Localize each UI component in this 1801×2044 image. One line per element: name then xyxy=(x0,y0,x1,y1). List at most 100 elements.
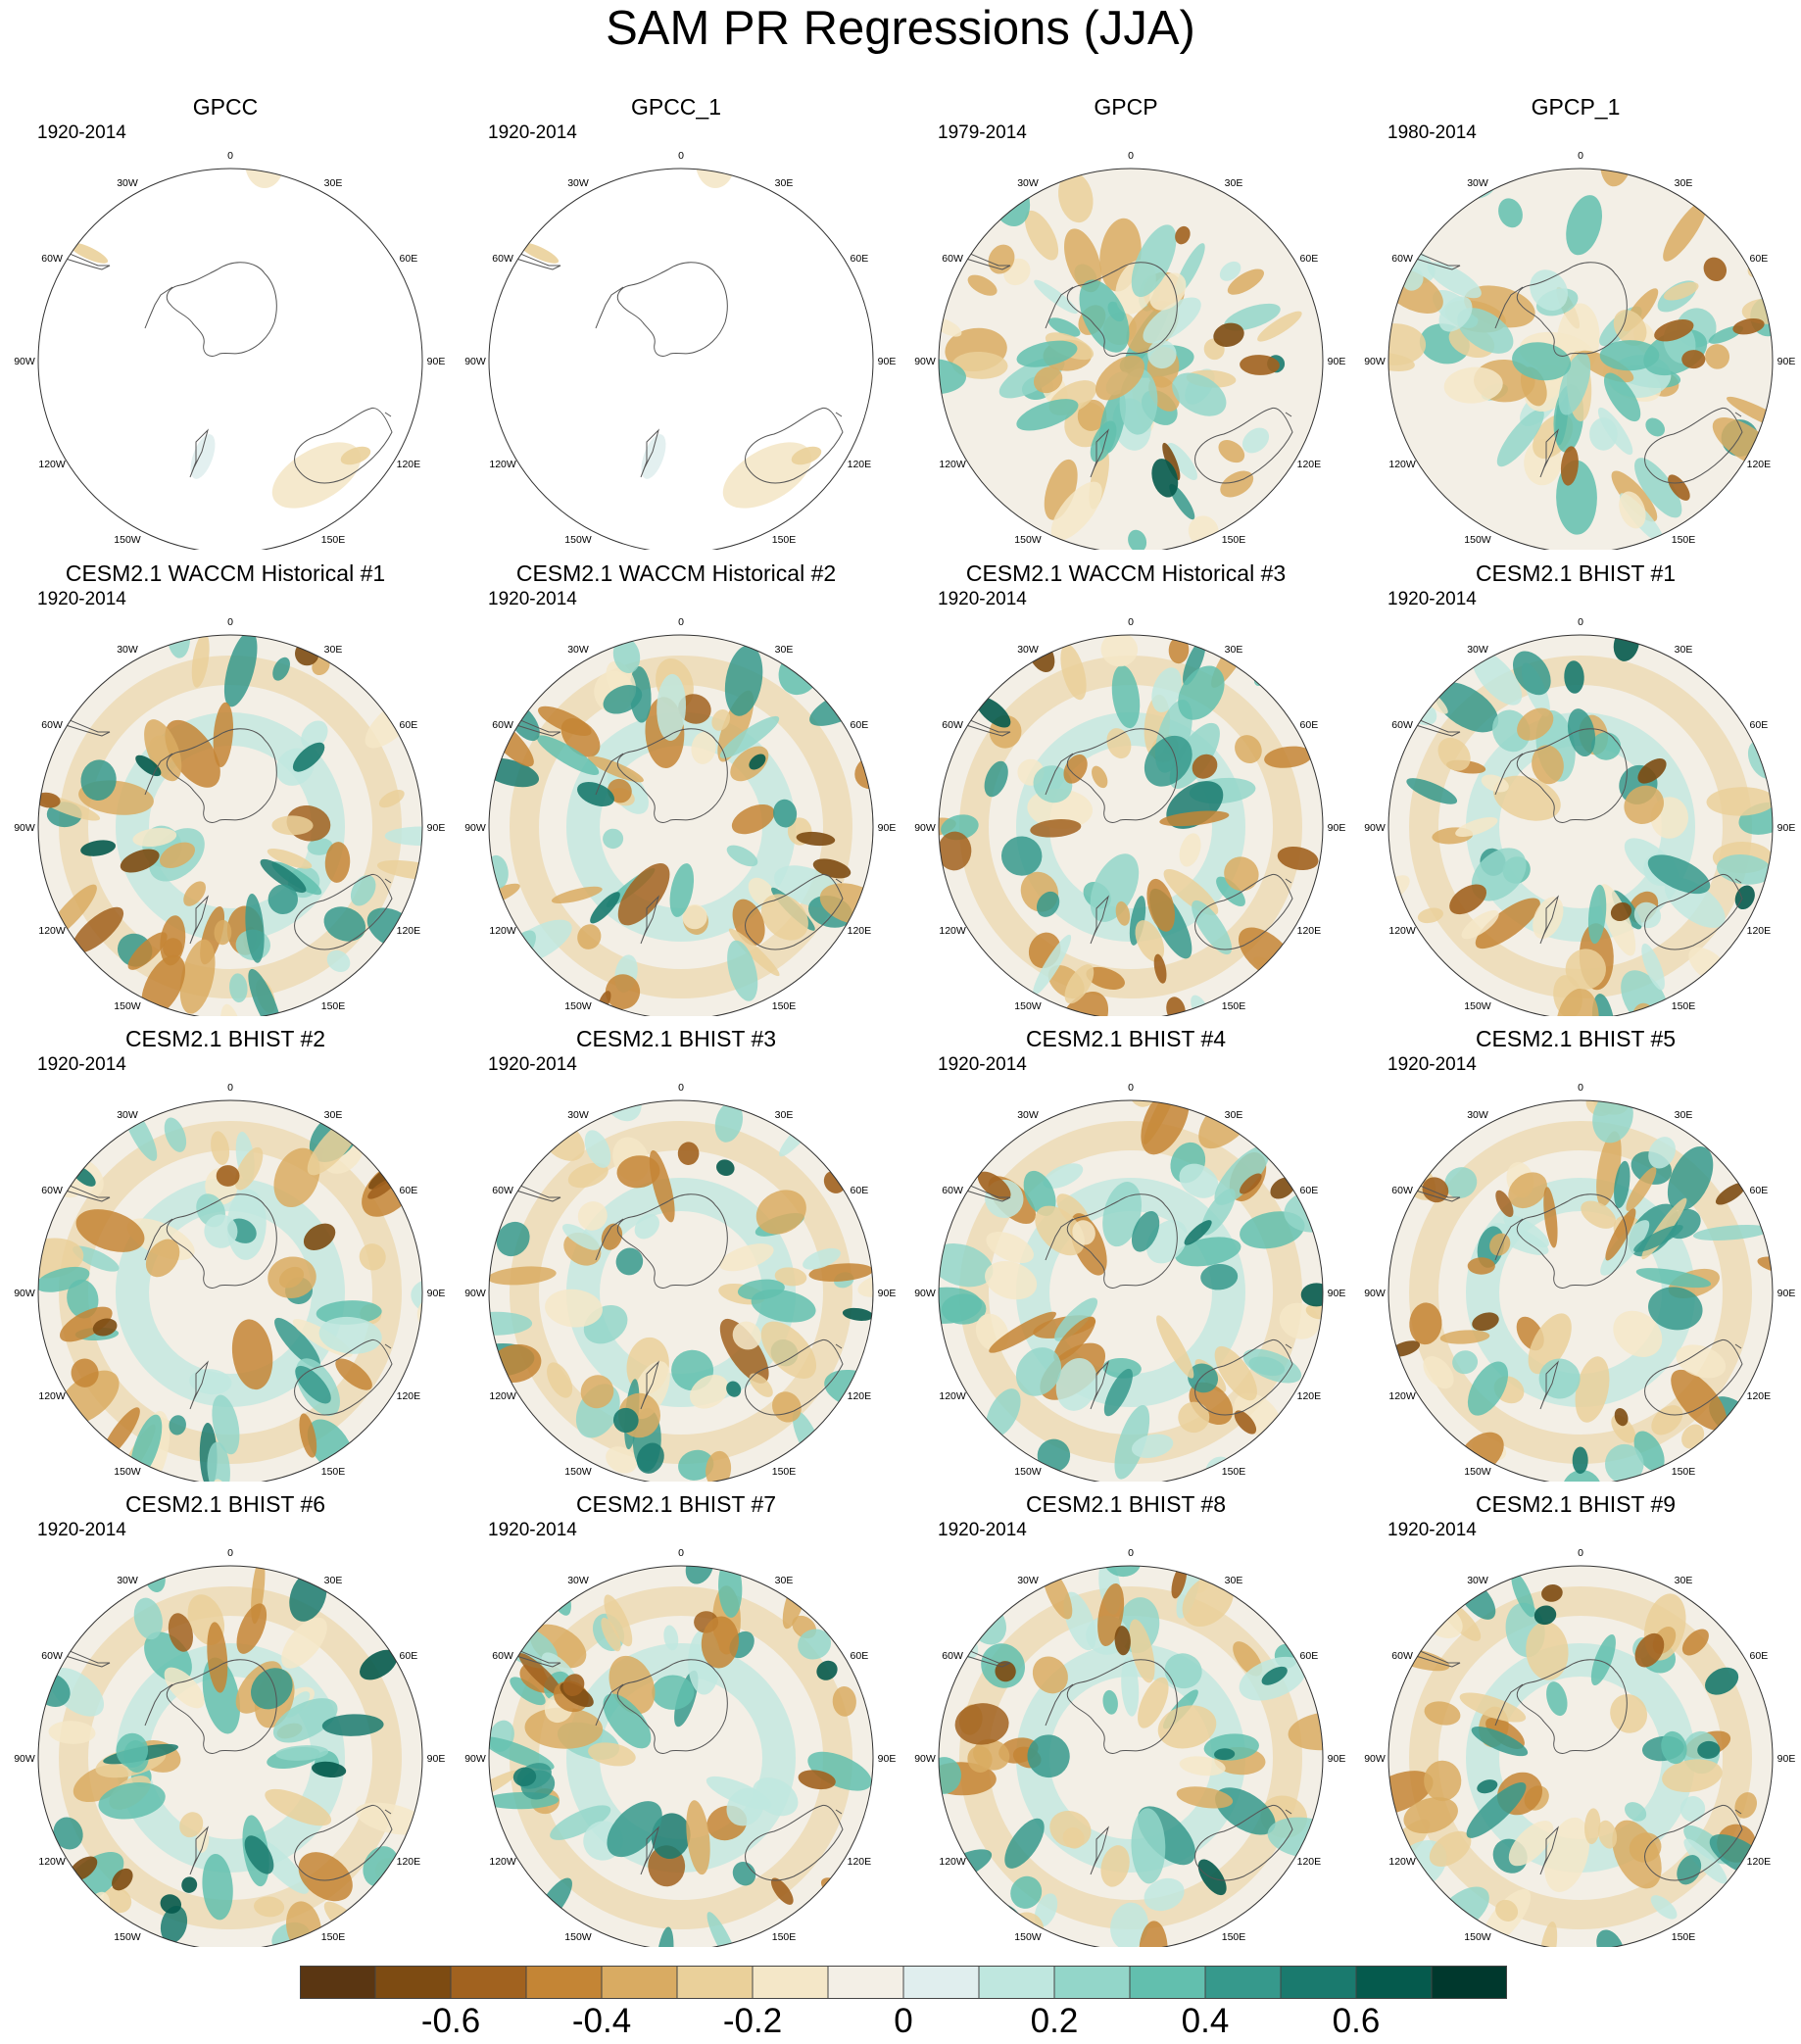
longitude-label: 60E xyxy=(1750,253,1769,265)
panel-period: 1920-2014 xyxy=(488,1054,577,1075)
panel-period: 1920-2014 xyxy=(1387,1520,1477,1540)
longitude-label: 150E xyxy=(772,1931,797,1943)
longitude-label: 120W xyxy=(489,459,516,470)
longitude-label: 60E xyxy=(400,253,418,265)
longitude-label: 30W xyxy=(1467,177,1488,189)
longitude-label: 90W xyxy=(1364,356,1386,367)
panel-title: CESM2.1 BHIST #9 xyxy=(1475,1491,1677,1517)
colorbar-swatch xyxy=(979,1966,1055,1999)
longitude-label: 60E xyxy=(1750,1650,1769,1662)
panel-period: 1980-2014 xyxy=(1387,122,1477,143)
longitude-label: 0 xyxy=(1128,1547,1134,1559)
longitude-label: 60E xyxy=(1300,719,1319,731)
longitude-label: 120W xyxy=(939,1390,966,1402)
polar-map: 030E60E90E120E150E180150W120W90W60W30W xyxy=(914,1547,1345,1947)
longitude-label: 90E xyxy=(878,1288,897,1299)
longitude-label: 0 xyxy=(227,1082,233,1094)
longitude-label: 120E xyxy=(1297,925,1322,937)
longitude-label: 30E xyxy=(1225,1109,1243,1121)
longitude-label: 60W xyxy=(1391,253,1413,265)
polar-map: 030E60E90E120E150E180150W120W90W60W30W xyxy=(914,1082,1346,1482)
longitude-label: 90E xyxy=(1777,1288,1796,1299)
longitude-label: 30W xyxy=(567,1575,589,1586)
colorbar-swatch xyxy=(1281,1966,1357,1999)
longitude-label: 150E xyxy=(1222,1000,1246,1012)
longitude-label: 0 xyxy=(1128,1082,1134,1094)
longitude-label: 150W xyxy=(114,534,141,546)
longitude-label: 150W xyxy=(1464,1466,1491,1478)
map-panel: CESM2.1 WACCM Historical #2 1920-2014 0 30E… xyxy=(451,560,901,1020)
panel-title: GPCC xyxy=(192,94,259,120)
polar-map: 030E60E90E120E150E180150W120W90W60W30W xyxy=(14,616,445,1016)
longitude-label: 90W xyxy=(914,822,936,834)
longitude-label: 120E xyxy=(397,1390,421,1402)
map-panel: CESM2.1 BHIST #1 1920-2014 0 30E 60E 90E 120E 1… xyxy=(1350,560,1801,1020)
longitude-label: 0 xyxy=(1128,150,1134,162)
longitude-label: 120W xyxy=(1388,1856,1416,1868)
panel-period: 1920-2014 xyxy=(1387,1054,1477,1075)
map-panel: CESM2.1 BHIST #9 1920-2014 0 30E 60E 90E 120E 1… xyxy=(1350,1490,1801,1951)
panel-period: 1920-2014 xyxy=(488,122,577,143)
map-panel: GPCC_11920-2014030E60E90E120E150E180150W… xyxy=(451,93,901,554)
longitude-label: 150W xyxy=(1014,1000,1042,1012)
panel-title: CESM2.1 BHIST #3 xyxy=(575,1026,777,1051)
longitude-label: 0 xyxy=(1578,150,1583,162)
longitude-label: 150W xyxy=(114,1466,141,1478)
longitude-label: 90E xyxy=(1777,1753,1796,1765)
longitude-label: 60E xyxy=(1750,1185,1769,1196)
longitude-label: 150E xyxy=(1222,1931,1246,1943)
longitude-label: 60W xyxy=(942,719,963,731)
panel-period: 1920-2014 xyxy=(938,1520,1027,1540)
polar-map: 030E60E90E120E150E180150W120W90W60W30W xyxy=(464,150,896,550)
longitude-label: 150W xyxy=(564,1466,592,1478)
longitude-label: 30W xyxy=(1017,644,1039,656)
longitude-label: 150E xyxy=(321,1466,346,1478)
polar-map: 030E60E90E120E150E180150W120W90W60W30W xyxy=(914,150,1345,550)
longitude-label: 90E xyxy=(878,1753,897,1765)
longitude-label: 0 xyxy=(678,616,684,628)
colorbar-swatch xyxy=(1130,1966,1206,1999)
longitude-label: 90E xyxy=(1328,1288,1346,1299)
longitude-label: 150E xyxy=(321,534,346,546)
longitude-label: 60E xyxy=(400,719,418,731)
longitude-label: 120W xyxy=(939,1856,966,1868)
longitude-label: 120E xyxy=(848,1390,872,1402)
polar-map: 030E60E90E120E150E180150W120W90W60W30W xyxy=(1364,616,1796,1016)
longitude-label: 120E xyxy=(848,925,872,937)
colorbar-tick-label: 0.6 xyxy=(1332,2002,1381,2040)
longitude-label: 120E xyxy=(1297,1390,1322,1402)
panel-title: CESM2.1 WACCM Historical #3 xyxy=(965,560,1287,586)
longitude-label: 60W xyxy=(942,253,963,265)
longitude-label: 120E xyxy=(397,1856,421,1868)
panel-period: 1920-2014 xyxy=(37,1520,126,1540)
longitude-label: 150W xyxy=(564,534,592,546)
longitude-label: 90W xyxy=(464,1288,486,1299)
longitude-label: 90W xyxy=(1364,822,1386,834)
longitude-label: 60W xyxy=(492,253,513,265)
polar-map: 030E60E90E120E150E180150W120W90W60W30W xyxy=(914,616,1345,1016)
colorbar-swatch xyxy=(1054,1966,1131,1999)
longitude-label: 90E xyxy=(1777,822,1796,834)
map-panel: CESM2.1 WACCM Historical #1 1920-2014 0 30E… xyxy=(0,560,451,1020)
longitude-label: 120W xyxy=(1388,1390,1416,1402)
colorbar xyxy=(300,1966,1507,1999)
longitude-label: 30W xyxy=(117,177,138,189)
longitude-label: 150E xyxy=(1672,1000,1696,1012)
longitude-label: 60E xyxy=(1750,719,1769,731)
panel-title: CESM2.1 WACCM Historical #1 xyxy=(65,560,386,586)
longitude-label: 120E xyxy=(1297,1856,1322,1868)
longitude-label: 0 xyxy=(1578,1547,1583,1559)
panel-title: CESM2.1 BHIST #5 xyxy=(1475,1026,1677,1051)
longitude-label: 90W xyxy=(464,1753,486,1765)
longitude-label: 120E xyxy=(1297,459,1322,470)
map-panel: GPCC1920-2014030E60E90E120E150E180150W12… xyxy=(0,93,451,554)
longitude-label: 60W xyxy=(492,1650,513,1662)
longitude-label: 150E xyxy=(772,1466,797,1478)
longitude-label: 90W xyxy=(14,1753,35,1765)
panel-title: GPCP_1 xyxy=(1531,94,1621,120)
longitude-label: 90W xyxy=(14,822,35,834)
panel-title: CESM2.1 BHIST #7 xyxy=(575,1491,777,1517)
map-panel: GPCP1979-2014030E60E90E120E150E180150W12… xyxy=(900,93,1351,554)
panel-period: 1920-2014 xyxy=(938,589,1027,609)
longitude-label: 30E xyxy=(775,1575,794,1586)
